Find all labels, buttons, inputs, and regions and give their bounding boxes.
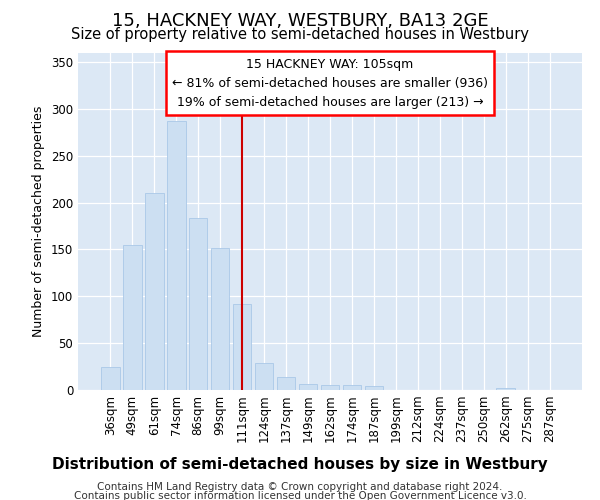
- Text: Distribution of semi-detached houses by size in Westbury: Distribution of semi-detached houses by …: [52, 458, 548, 472]
- Bar: [189, 218, 208, 390]
- Bar: [101, 366, 119, 390]
- Y-axis label: Number of semi-detached properties: Number of semi-detached properties: [32, 106, 46, 337]
- Bar: [365, 386, 383, 390]
- Bar: [167, 121, 185, 390]
- Text: 15 HACKNEY WAY: 105sqm
← 81% of semi-detached houses are smaller (936)
19% of se: 15 HACKNEY WAY: 105sqm ← 81% of semi-det…: [172, 58, 488, 108]
- Text: Contains HM Land Registry data © Crown copyright and database right 2024.: Contains HM Land Registry data © Crown c…: [97, 482, 503, 492]
- Bar: [277, 377, 295, 390]
- Text: Size of property relative to semi-detached houses in Westbury: Size of property relative to semi-detach…: [71, 28, 529, 42]
- Bar: [233, 304, 251, 390]
- Bar: [255, 363, 274, 390]
- Bar: [320, 386, 340, 390]
- Text: Contains public sector information licensed under the Open Government Licence v3: Contains public sector information licen…: [74, 491, 526, 500]
- Bar: [211, 248, 229, 390]
- Bar: [145, 193, 164, 390]
- Bar: [496, 388, 515, 390]
- Bar: [343, 386, 361, 390]
- Text: 15, HACKNEY WAY, WESTBURY, BA13 2GE: 15, HACKNEY WAY, WESTBURY, BA13 2GE: [112, 12, 488, 30]
- Bar: [123, 244, 142, 390]
- Bar: [299, 384, 317, 390]
